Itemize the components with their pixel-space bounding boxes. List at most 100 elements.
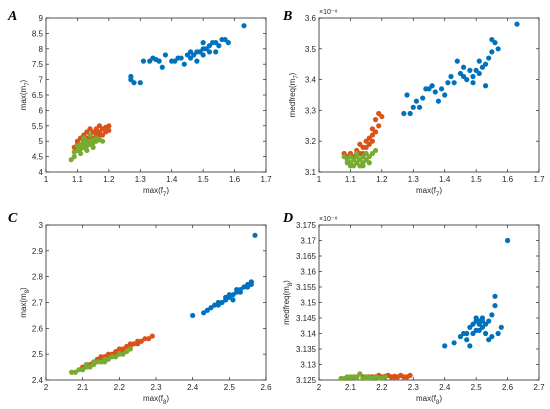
- data-point-blue: [467, 67, 473, 73]
- data-point-orange: [98, 354, 104, 360]
- y-tick-label: 2.6: [32, 324, 44, 333]
- data-point-green: [83, 361, 89, 368]
- data-point-green: [90, 144, 96, 150]
- data-point-green: [347, 374, 354, 380]
- data-point-green: [347, 163, 354, 169]
- y-tick-label: 4.5: [32, 153, 44, 162]
- x-tick-label: 1.1: [72, 175, 84, 184]
- data-point-green: [124, 348, 130, 355]
- data-point-blue: [489, 312, 495, 318]
- x-tick-label: 1.5: [198, 175, 210, 184]
- data-point-blue: [464, 77, 470, 83]
- panel-a: A 1 1.1 1.2 1.3 1.4 1.5 1.6 1.7 4 4.5 5 5.5 6 6.5 7 7.5 8…: [7, 9, 272, 198]
- x-tick-label: 1.6: [229, 175, 241, 184]
- data-point-blue: [212, 302, 218, 308]
- y-axis-label: max(m8): [19, 287, 31, 318]
- data-point-blue: [241, 23, 247, 29]
- panel-letter: C: [8, 211, 18, 226]
- data-point-blue: [213, 49, 219, 55]
- data-point-blue: [435, 98, 442, 104]
- y-tick-label: 3.145: [296, 314, 317, 323]
- x-tick-label: 1.7: [260, 175, 272, 184]
- data-point-blue: [230, 297, 236, 303]
- data-point-blue: [476, 70, 482, 77]
- data-point-blue: [401, 110, 407, 117]
- data-point-blue: [451, 80, 457, 86]
- data-point-green: [116, 351, 122, 357]
- x-tick-label: 2.1: [77, 383, 89, 392]
- data-point-blue: [216, 43, 222, 49]
- data-point-blue: [448, 73, 454, 80]
- data-point-orange: [376, 123, 382, 129]
- data-point-orange: [149, 333, 155, 339]
- data-point-green: [102, 359, 108, 365]
- data-point-blue: [420, 95, 426, 101]
- panel-letter: D: [282, 211, 293, 226]
- y-tick-label: 3.2: [305, 137, 317, 146]
- x-axis-label: max(f7): [143, 186, 169, 198]
- x-tick-label: 2.2: [376, 383, 388, 392]
- data-point-orange: [391, 373, 398, 379]
- x-tick-label: 2.4: [439, 383, 451, 392]
- panel-letter: B: [282, 9, 292, 24]
- data-point-blue: [413, 98, 420, 104]
- x-tick-label: 2.6: [260, 383, 272, 392]
- data-point-blue: [482, 61, 489, 67]
- data-point-blue: [451, 340, 457, 346]
- y-tick-label: 5.5: [32, 122, 44, 131]
- x-tick-label: 1.5: [471, 175, 483, 184]
- data-point-green: [77, 146, 84, 152]
- y-tick-label: 2.5: [32, 350, 44, 359]
- data-point-blue: [407, 110, 413, 117]
- data-point-blue: [410, 104, 416, 110]
- data-point-green: [94, 359, 100, 365]
- data-point-blue: [492, 303, 498, 309]
- panel-d: D 2 2.1 2.2 2.3 2.4 2.5 2.6 2.7 3.125 3.13 3.135 3.1…: [282, 211, 545, 406]
- x-tick-label: 1.1: [345, 175, 357, 184]
- data-point-blue: [482, 83, 489, 89]
- data-point-orange: [127, 341, 133, 347]
- y-tick-label: 3.135: [296, 345, 317, 354]
- y-tick-label: 4: [39, 168, 44, 177]
- x-tick-label: 2.1: [345, 383, 357, 392]
- data-point-blue: [482, 330, 489, 337]
- data-point-blue: [140, 58, 147, 64]
- x-tick-label: 2.3: [408, 383, 420, 392]
- data-point-blue: [442, 343, 448, 349]
- y-tick-label: 6.5: [32, 91, 44, 100]
- data-point-blue: [432, 89, 438, 95]
- data-point-blue: [206, 49, 213, 55]
- y-tick-label: 3.155: [296, 283, 317, 292]
- data-point-blue: [128, 73, 134, 80]
- y-tick-label: 3.1: [305, 168, 317, 177]
- data-point-blue: [248, 279, 254, 285]
- y-tick-label: 3.165: [296, 252, 317, 261]
- data-point-blue: [234, 286, 240, 293]
- axis-exponent: ×10⁻⁸: [319, 9, 338, 16]
- data-point-blue: [486, 318, 492, 324]
- data-point-green: [91, 359, 97, 365]
- data-point-blue: [230, 292, 236, 298]
- data-point-blue: [187, 49, 194, 55]
- y-tick-label: 2.4: [32, 376, 44, 385]
- y-tick-label: 8: [39, 45, 44, 54]
- data-point-blue: [454, 58, 460, 64]
- x-tick-label: 2.4: [187, 383, 199, 392]
- data-point-blue: [495, 330, 501, 337]
- data-point-green: [99, 138, 106, 144]
- data-point-blue: [416, 104, 423, 110]
- data-point-green: [127, 346, 133, 352]
- data-point-blue: [470, 80, 476, 86]
- data-point-blue: [476, 58, 482, 64]
- data-point-blue: [178, 55, 184, 61]
- data-point-blue: [492, 293, 498, 299]
- data-point-blue: [226, 292, 232, 298]
- data-point-blue: [225, 40, 231, 46]
- y-axis-label: medfreq(m8): [282, 280, 294, 325]
- data-point-orange: [357, 141, 363, 147]
- data-point-blue: [476, 318, 482, 324]
- data-point-green: [372, 147, 379, 154]
- data-point-blue: [194, 58, 200, 64]
- data-point-blue: [498, 324, 504, 330]
